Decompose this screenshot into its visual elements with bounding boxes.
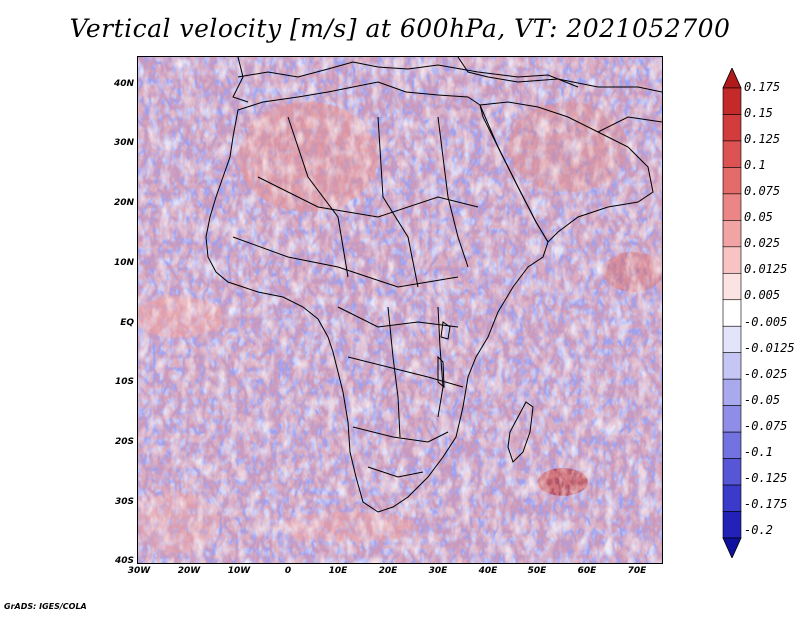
colorbar-level-label: 0.0125 <box>744 262 788 276</box>
lon-label: 60E <box>577 566 597 576</box>
lon-label: 20W <box>177 566 201 576</box>
footer-credit: GrADS: IGES/COLA <box>4 602 87 611</box>
lon-label: 10E <box>328 566 348 576</box>
colorbar-cell <box>722 246 742 274</box>
colorbar-cell <box>722 272 742 301</box>
colorbar-level-label: -0.05 <box>744 393 781 407</box>
colorbar-cell <box>722 140 742 168</box>
colorbar-level-label: 0.15 <box>744 106 773 120</box>
lon-label: 0 <box>284 566 292 576</box>
lon-label: 20E <box>378 566 398 576</box>
colorbar-cell <box>722 431 742 459</box>
lat-label: 20S <box>114 437 134 447</box>
colorbar-level-label: 0.075 <box>744 184 781 198</box>
lat-label: 10S <box>114 377 134 387</box>
colorbar-cell <box>722 458 742 486</box>
colorbar-cell <box>722 325 742 354</box>
lon-label: 30E <box>428 566 448 576</box>
colorbar <box>722 68 742 558</box>
colorbar-level-label: -0.175 <box>744 497 788 511</box>
colorbar-level-label: 0.025 <box>744 236 781 250</box>
colorbar-level-label: 0.1 <box>744 158 766 172</box>
lat-label: 20N <box>113 198 134 208</box>
coastline-layer <box>205 57 662 513</box>
lon-label: 50E <box>527 566 547 576</box>
colorbar-cell <box>722 511 742 539</box>
colorbar-level-label: -0.2 <box>744 523 773 537</box>
colorbar-cell <box>722 537 742 558</box>
colorbar-level-label: -0.0125 <box>744 341 795 355</box>
lat-label: 10N <box>113 258 134 268</box>
lat-label: 40N <box>113 79 134 89</box>
velocity-map <box>138 57 662 563</box>
colorbar-cell <box>722 484 742 512</box>
colorbar-cell <box>722 299 742 327</box>
colorbar-level-label: -0.025 <box>744 367 788 381</box>
colorbar-cell <box>722 68 742 89</box>
colorbar-level-label: -0.125 <box>744 471 788 485</box>
colorbar-cell <box>722 114 742 142</box>
lon-label: 40E <box>478 566 498 576</box>
colorbar-cell <box>722 378 742 406</box>
colorbar-cell <box>722 167 742 195</box>
colorbar-cell <box>722 193 742 221</box>
colorbar-level-label: 0.05 <box>744 210 773 224</box>
lat-label: 30S <box>114 497 134 507</box>
colorbar-level-label: -0.005 <box>744 315 788 329</box>
lat-label: 40S <box>114 556 134 566</box>
colorbar-cell <box>722 405 742 433</box>
colorbar-cell <box>722 220 742 248</box>
colorbar-cell <box>722 87 742 115</box>
lat-label: 30N <box>113 138 134 148</box>
colorbar-level-label: 0.175 <box>744 80 781 94</box>
colorbar-cell <box>722 352 742 380</box>
map-title: Vertical velocity [m/s] at 600hPa, VT: 2… <box>69 14 731 43</box>
colorbar-level-label: 0.005 <box>744 288 781 302</box>
colorbar-level-label: -0.075 <box>744 419 788 433</box>
lon-label: 10W <box>227 566 251 576</box>
colorbar-level-label: -0.1 <box>744 445 773 459</box>
lon-label: 70E <box>627 566 647 576</box>
colorbar-level-label: 0.125 <box>744 132 781 146</box>
lon-label: 30W <box>127 566 151 576</box>
lat-label: EQ <box>120 318 134 328</box>
map-plot-area <box>137 56 663 564</box>
